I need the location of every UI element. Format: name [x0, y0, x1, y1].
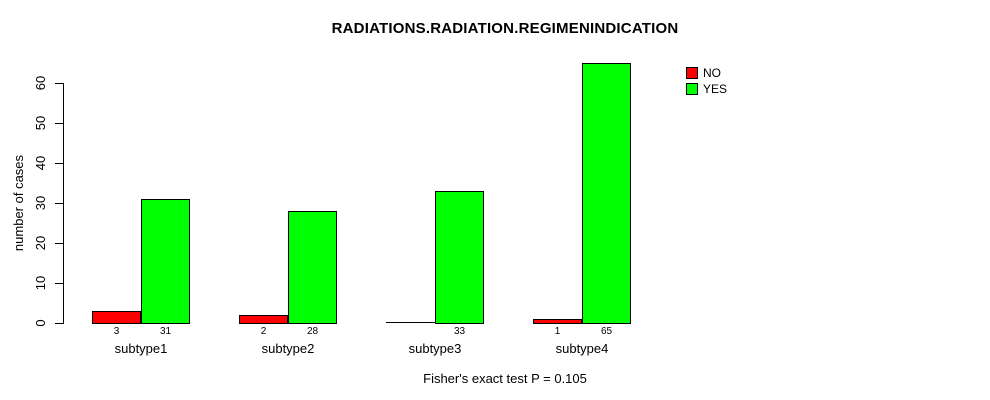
x-category-label-subtype1: subtype1	[114, 341, 168, 356]
legend: NO YES	[686, 65, 727, 97]
y-tick-mark	[55, 83, 63, 84]
y-tick-mark	[55, 243, 63, 244]
bar-subtype3-yes	[435, 191, 484, 324]
bar-subtype4-yes	[582, 63, 631, 324]
y-tick-label: 0	[33, 319, 48, 327]
bar-subtype2-yes	[288, 211, 337, 324]
bar-subtype1-yes	[141, 199, 190, 324]
y-tick-label: 10	[33, 275, 48, 291]
x-category-label-subtype4: subtype4	[555, 341, 609, 356]
legend-item-yes: YES	[686, 81, 727, 96]
x-category-label-subtype3: subtype3	[408, 341, 462, 356]
legend-item-no: NO	[686, 65, 727, 80]
bar-value-label: 65	[600, 326, 613, 337]
bar-value-label: 28	[306, 326, 319, 337]
y-axis-title: number of cases	[11, 154, 26, 252]
bar-value-label: 3	[113, 326, 120, 337]
y-tick-label: 30	[33, 195, 48, 211]
legend-swatch-yes	[686, 82, 698, 95]
bar-subtype3-no	[386, 322, 435, 323]
legend-swatch-no	[686, 66, 698, 79]
legend-label-no: NO	[703, 65, 721, 80]
y-tick-mark	[55, 323, 63, 324]
y-tick-label: 50	[33, 115, 48, 131]
y-tick-label: 20	[33, 235, 48, 251]
chart-title: RADIATIONS.RADIATION.REGIMENINDICATION	[331, 20, 679, 37]
statistic-caption: Fisher's exact test P = 0.105	[423, 371, 587, 386]
bar-value-label: 33	[453, 326, 466, 337]
bar-value-label: 2	[260, 326, 267, 337]
bar-subtype2-no	[239, 315, 288, 324]
bar-value-label: 31	[159, 326, 172, 337]
y-axis-line	[63, 83, 64, 324]
bar-value-label: 1	[554, 326, 561, 337]
bar-subtype1-no	[92, 311, 141, 324]
y-tick-label: 60	[33, 75, 48, 91]
bar-subtype4-no	[533, 319, 582, 324]
legend-label-yes: YES	[703, 81, 728, 96]
y-tick-mark	[55, 283, 63, 284]
y-tick-mark	[55, 203, 63, 204]
x-category-label-subtype2: subtype2	[261, 341, 315, 356]
y-tick-mark	[55, 163, 63, 164]
y-tick-label: 40	[33, 155, 48, 171]
y-tick-mark	[55, 123, 63, 124]
